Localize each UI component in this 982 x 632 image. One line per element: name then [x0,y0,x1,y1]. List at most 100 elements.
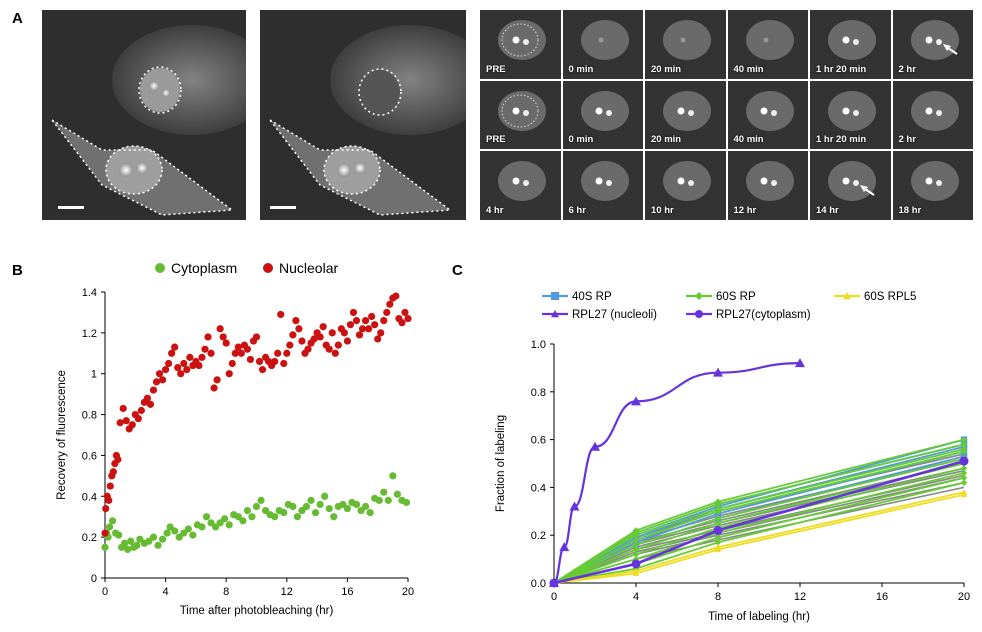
y-axis-label: Recovery of fluorescence [56,370,68,500]
timelapse-frame: 2 hr [892,80,973,149]
timelapse-frame-image [645,10,726,79]
data-point [168,349,176,357]
data-point [162,366,170,374]
data-point [109,468,117,476]
x-tick-label: 16 [876,591,888,603]
data-point [101,543,109,551]
data-marker-diamond [632,541,640,548]
timelapse-frame-image [480,151,561,220]
data-point [143,394,152,402]
data-point [234,343,242,351]
data-point [183,366,191,374]
data-point [271,357,279,366]
series-line [553,443,965,584]
data-point [311,509,320,517]
data-point [328,329,336,337]
timelapse-frame: 4 hr [480,151,561,220]
data-point [177,370,185,378]
data-point [274,349,282,357]
data-point [393,490,401,498]
data-point [202,513,211,521]
data-point [321,492,329,500]
data-point [384,496,392,504]
data-point [277,310,285,319]
y-axis-label: Fraction of labeling [495,415,507,512]
data-point [219,333,227,341]
data-point [222,339,230,347]
data-point [392,292,400,300]
data-point [228,359,236,368]
timelapse-frame-image [480,10,561,79]
legend-label: 60S RP [716,291,756,303]
data-point [158,535,167,543]
data-point [105,496,113,504]
data-point [280,509,288,517]
data-point [307,496,315,504]
series-line [553,448,965,584]
arrow-icon [942,44,958,55]
micrograph-prebleach-image [42,10,246,220]
data-marker-circle [695,310,703,318]
data-point [380,317,388,325]
legend-label: 40S RP [572,291,612,303]
series-line [553,462,965,584]
data-point [252,502,261,511]
data-point [334,341,342,349]
data-point [119,404,127,413]
x-tick-label: 20 [958,591,970,603]
data-marker-triangle [714,546,722,553]
data-marker-diamond [695,292,703,300]
data-marker-diamond [714,534,722,541]
data-point [122,417,130,425]
timelapse-frame-image [562,80,643,149]
timelapse-frame-label: 0 min [568,134,594,145]
legend-label: RPL27(cytoplasm) [716,309,811,321]
timelapse-frame-label: PRE [486,134,506,145]
data-point [198,523,206,531]
data-point [366,509,374,517]
data-point [171,527,179,535]
chart-b: 0 0.2 0.4 0.6 0.8 1 1.2 1.4 0 4 8 12 16 20 Time after … [56,260,414,617]
x-tick-label: 4 [163,586,169,598]
series-line [553,450,965,584]
data-marker-triangle [843,292,851,300]
timelapse-frame-image [645,151,726,220]
panel-c-letter: C [452,262,463,279]
data-point [108,517,117,525]
data-point [330,513,338,521]
series-line [553,457,965,584]
data-point [295,325,303,333]
data-point [402,498,411,507]
data-marker-diamond [960,479,968,486]
data-point [102,504,110,513]
timelapse-frame: 20 min [645,80,726,149]
legend-label: 60S RPL5 [864,291,916,303]
data-point [375,496,383,504]
data-point [377,329,385,337]
data-marker-triangle [590,441,600,451]
data-point [158,376,167,384]
x-tick-label: 0 [551,591,557,603]
data-point [152,378,161,386]
data-point [180,359,188,368]
data-point [304,345,312,353]
timelapse-frame-label: 20 min [651,63,682,75]
data-point [361,502,370,511]
data-point [358,325,367,333]
data-point [283,349,291,357]
timelapse-frame-label: 1 hr 20 min [816,63,867,75]
series-line [553,481,965,584]
data-marker-triangle [559,542,570,552]
data-point [116,419,124,427]
data-point [133,541,141,549]
data-point [210,384,218,392]
timelapse-frame: PRE [480,10,561,79]
data-marker-diamond [714,539,722,546]
data-point [316,500,324,509]
series-line [553,445,965,584]
data-point [349,308,358,317]
legend-label: Cytoplasm [171,260,237,276]
data-marker-circle [549,578,559,588]
data-point [154,541,162,549]
data-point [383,308,391,317]
